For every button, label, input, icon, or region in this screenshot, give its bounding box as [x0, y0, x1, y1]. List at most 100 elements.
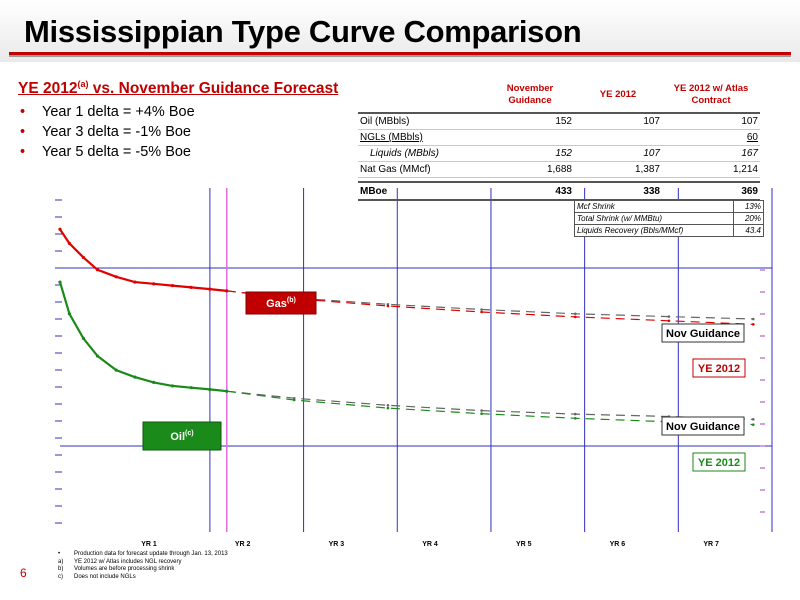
table-cell: Oil (MBbls) — [358, 113, 486, 130]
data-point — [751, 423, 755, 426]
table-cell: Mcf Shrink — [574, 200, 734, 213]
table-header: November Guidance — [486, 78, 574, 114]
gas-ye2012-label-box — [692, 358, 746, 378]
table-cell: 43.4 — [732, 224, 765, 237]
data-point — [58, 227, 62, 231]
data-point — [573, 315, 577, 319]
data-point — [292, 398, 296, 402]
table-cell: 152 — [486, 145, 574, 162]
table-cell: MBoe — [358, 181, 486, 201]
data-point — [751, 418, 755, 421]
oil-label-box — [142, 421, 222, 451]
table-cell: 13% — [732, 200, 765, 213]
gas-ye2012-label-text: YE 2012 — [698, 363, 740, 375]
data-point — [573, 312, 577, 316]
data-point — [667, 315, 671, 318]
table-row: Oil (MBbls) 152 107 107 — [358, 113, 760, 130]
slide-title: Mississippian Type Curve Comparison — [24, 14, 582, 49]
gas-label-box — [245, 291, 317, 315]
footnotes: • Production data for forecast update thr… — [58, 551, 228, 581]
table-cell: 107 — [574, 113, 662, 130]
data-point — [667, 319, 671, 323]
data-point — [114, 275, 118, 279]
table-row: NGLs (MBbls) 60 — [358, 129, 760, 146]
table-cell: 1,214 — [662, 161, 760, 178]
data-point — [189, 285, 193, 289]
table-row: Total Shrink (w/ MMBtu) 20% — [574, 212, 765, 225]
data-point — [58, 280, 62, 284]
x-tick-label: YR 5 — [516, 541, 532, 548]
title-band — [0, 0, 800, 62]
data-point — [225, 289, 229, 293]
bullet-item: • Year 5 delta = -5% Boe — [20, 144, 192, 160]
table-header: YE 2012 w/ Atlas Contract — [662, 78, 760, 114]
table-cell: 1,387 — [574, 161, 662, 178]
x-tick-label: YR 3 — [329, 541, 345, 548]
footnote: b) Volumes are before processing shrink — [58, 566, 175, 572]
data-point — [95, 268, 100, 272]
series-line-gas-0 — [59, 228, 227, 292]
x-tick-label: YR 4 — [422, 541, 438, 548]
data-point — [170, 284, 175, 288]
data-point — [189, 386, 193, 390]
data-point — [133, 280, 137, 284]
table-cell: NGLs (MBbls) — [358, 129, 486, 146]
gas-nov-guidance-label-text: Nov Guidance — [666, 328, 740, 340]
table-cell: 369 — [662, 181, 760, 201]
comparison-table: November Guidance YE 2012 YE 2012 w/ Atl… — [358, 78, 760, 201]
table-row: Mcf Shrink 13% — [574, 200, 765, 213]
table-row: Liquids Recovery (Bbls/MMcf) 43.4 — [574, 224, 765, 237]
data-point — [152, 380, 156, 384]
data-point — [751, 317, 755, 321]
data-point — [225, 389, 229, 393]
data-point — [133, 375, 137, 379]
table-row: Liquids (MBbls) 152 107 167 — [358, 145, 760, 162]
table-cell: 107 — [574, 145, 662, 162]
bullet-item: • Year 3 delta = -1% Boe — [20, 124, 192, 140]
title-underline-red — [9, 52, 791, 55]
table-header — [358, 78, 486, 114]
page-number: 6 — [20, 566, 27, 580]
series-line-nov-guidance-4 — [226, 390, 754, 420]
data-point — [95, 354, 100, 358]
x-tick-label: YR 2 — [235, 541, 251, 548]
data-point — [67, 312, 71, 316]
data-point — [152, 282, 156, 286]
data-point — [81, 255, 86, 260]
data-point — [751, 323, 755, 326]
data-point — [573, 412, 577, 416]
table-cell: 107 — [662, 113, 760, 130]
x-tick-label: YR 7 — [703, 541, 719, 548]
gas-nov-guidance-label-box — [661, 323, 745, 343]
shrink-assumptions-table: Mcf Shrink 13% Total Shrink (w/ MMBtu) 2… — [574, 200, 765, 237]
table-cell: Total Shrink (w/ MMBtu) — [574, 212, 734, 225]
x-tick-label: YR 1 — [141, 541, 157, 548]
data-point — [573, 417, 577, 420]
data-point — [386, 304, 390, 308]
table-cell: 338 — [574, 181, 662, 201]
subtitle: YE 2012(a) vs. November Guidance Forecas… — [18, 79, 339, 98]
series-line-oil-3 — [58, 281, 227, 393]
table-cell: 60 — [662, 129, 760, 146]
data-point — [386, 403, 390, 407]
table-cell — [486, 129, 574, 146]
data-point — [81, 336, 86, 340]
table-cell: 433 — [486, 181, 574, 201]
footnote: c) Does not include NGLs — [58, 573, 136, 580]
table-total-row: MBoe 433 338 369 — [358, 181, 760, 201]
oil-nov-guidance-label-box — [661, 416, 745, 436]
data-point — [480, 409, 483, 412]
title-underline-grey — [9, 55, 791, 57]
table-cell: 1,688 — [486, 161, 574, 178]
oil-nov-guidance-label-text: Nov Guidance — [666, 421, 740, 433]
table-header: YE 2012 — [574, 78, 662, 114]
data-point — [208, 387, 212, 392]
x-tick-label: YR 6 — [610, 541, 626, 548]
table-cell: Liquids (MBbls) — [358, 145, 486, 162]
data-point — [480, 308, 483, 311]
data-point — [170, 384, 175, 388]
oil-ye2012-label-box — [692, 452, 746, 472]
oil-ye2012-label-text: YE 2012 — [698, 457, 740, 469]
data-point — [386, 406, 390, 410]
table-row: Nat Gas (MMcf) 1,688 1,387 1,214 — [358, 161, 760, 178]
